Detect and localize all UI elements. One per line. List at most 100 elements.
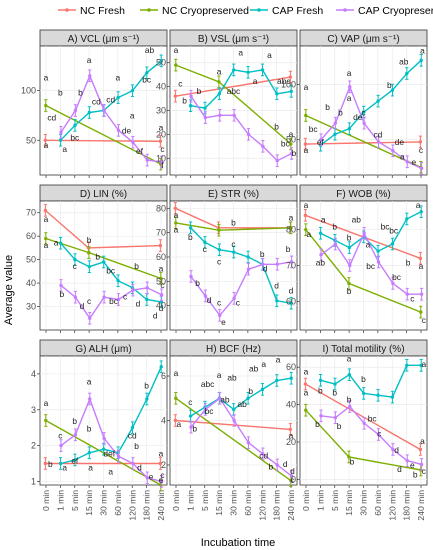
- data-point: [275, 158, 279, 163]
- data-point: [203, 407, 208, 412]
- significance-label: bc: [381, 222, 390, 232]
- significance-label: c: [231, 239, 235, 249]
- x-tick-label: 1 min: [55, 490, 65, 511]
- y-tick-label: 60: [286, 296, 296, 306]
- series: [319, 80, 424, 175]
- data-point: [289, 376, 293, 380]
- data-point: [232, 68, 236, 72]
- significance-label: bc: [281, 138, 290, 148]
- data-point: [158, 243, 163, 248]
- legend-item: CAP Fresh: [250, 5, 323, 17]
- data-point: [289, 226, 293, 230]
- series: [173, 70, 293, 103]
- significance-label: c: [73, 261, 77, 271]
- series: [58, 236, 163, 309]
- data-point: [203, 115, 208, 120]
- data-point: [131, 288, 135, 292]
- significance-label: b: [269, 461, 274, 471]
- significance-label: a: [307, 229, 312, 239]
- data-point: [189, 425, 193, 429]
- chart-panel: I) Total motility (%) 0 20 40 60 0 min 1 min 5 …: [286, 339, 428, 521]
- significance-label: a: [87, 377, 92, 387]
- significance-label: c: [58, 430, 62, 440]
- significance-label: a: [108, 466, 113, 476]
- data-point: [246, 441, 251, 445]
- significance-label: a: [304, 387, 309, 397]
- series: [59, 392, 164, 488]
- significance-label: a: [321, 215, 326, 225]
- series: [319, 226, 424, 301]
- y-tick-label: 10: [156, 153, 166, 163]
- significance-label: b: [315, 419, 320, 429]
- panel-title: B) VSL (μm s⁻¹): [198, 34, 269, 45]
- data-point: [159, 276, 163, 281]
- y-tick-label: 50: [156, 58, 166, 68]
- data-point: [419, 292, 424, 296]
- data-point: [232, 418, 236, 423]
- data-point: [418, 140, 423, 144]
- series-line: [320, 405, 422, 466]
- data-point: [145, 158, 149, 162]
- data-point: [203, 240, 207, 245]
- data-point: [405, 363, 409, 368]
- data-point: [319, 253, 323, 257]
- data-point: [405, 458, 409, 463]
- data-point: [418, 447, 423, 452]
- significance-label: a: [159, 263, 164, 273]
- data-point: [59, 130, 63, 135]
- x-tick-label: 30 min: [229, 490, 239, 516]
- data-point: [159, 160, 164, 164]
- significance-label: d: [394, 445, 399, 455]
- significance-label: d: [263, 264, 268, 274]
- data-point: [43, 138, 48, 142]
- significance-label: d: [159, 303, 164, 313]
- series-line: [190, 227, 292, 304]
- data-point: [405, 292, 409, 296]
- series-line: [190, 397, 293, 477]
- significance-label: c: [422, 315, 426, 325]
- series-line: [320, 211, 422, 253]
- data-point: [289, 142, 293, 146]
- data-point: [318, 231, 323, 235]
- significance-label: c: [160, 470, 164, 480]
- data-point: [217, 247, 222, 252]
- significance-label: bc: [368, 413, 377, 423]
- significance-label: a: [419, 261, 424, 271]
- significance-label: a: [54, 238, 59, 248]
- data-point: [289, 89, 293, 94]
- panel-title: D) LIN (%): [80, 189, 127, 200]
- chart-panel: G) ALH (μm) 1 2 3 4 0 min 1 min 5 min 15 min 30 m…: [31, 339, 168, 521]
- data-point: [376, 432, 381, 437]
- legend-item: CAP Cryopreserved: [336, 5, 433, 17]
- significance-label: c: [160, 144, 164, 154]
- series-line: [45, 139, 161, 142]
- data-point: [87, 451, 92, 455]
- panel-title: E) STR (%): [208, 189, 259, 200]
- series: [43, 457, 163, 470]
- significance-label: b: [248, 386, 253, 396]
- significance-label: b: [72, 416, 77, 426]
- significance-label: cd: [47, 112, 56, 122]
- significance-label: b: [144, 380, 149, 390]
- significance-label: cd: [92, 97, 101, 107]
- data-point: [333, 415, 338, 420]
- significance-label: bc: [106, 266, 115, 276]
- significance-label: d: [283, 459, 288, 469]
- data-point: [145, 71, 149, 75]
- data-point: [391, 447, 395, 452]
- data-point: [419, 462, 424, 467]
- x-tick-label: 240 min: [156, 490, 166, 521]
- series-line: [320, 84, 422, 170]
- significance-label: d: [207, 295, 212, 305]
- data-point: [319, 138, 323, 142]
- significance-label: abc: [227, 86, 241, 96]
- data-point: [362, 231, 366, 235]
- significance-label: a: [159, 448, 164, 458]
- significance-label: b: [48, 459, 53, 469]
- x-tick-label: 0 min: [41, 490, 51, 511]
- x-tick-label: 15 min: [84, 490, 94, 516]
- data-point: [303, 382, 308, 386]
